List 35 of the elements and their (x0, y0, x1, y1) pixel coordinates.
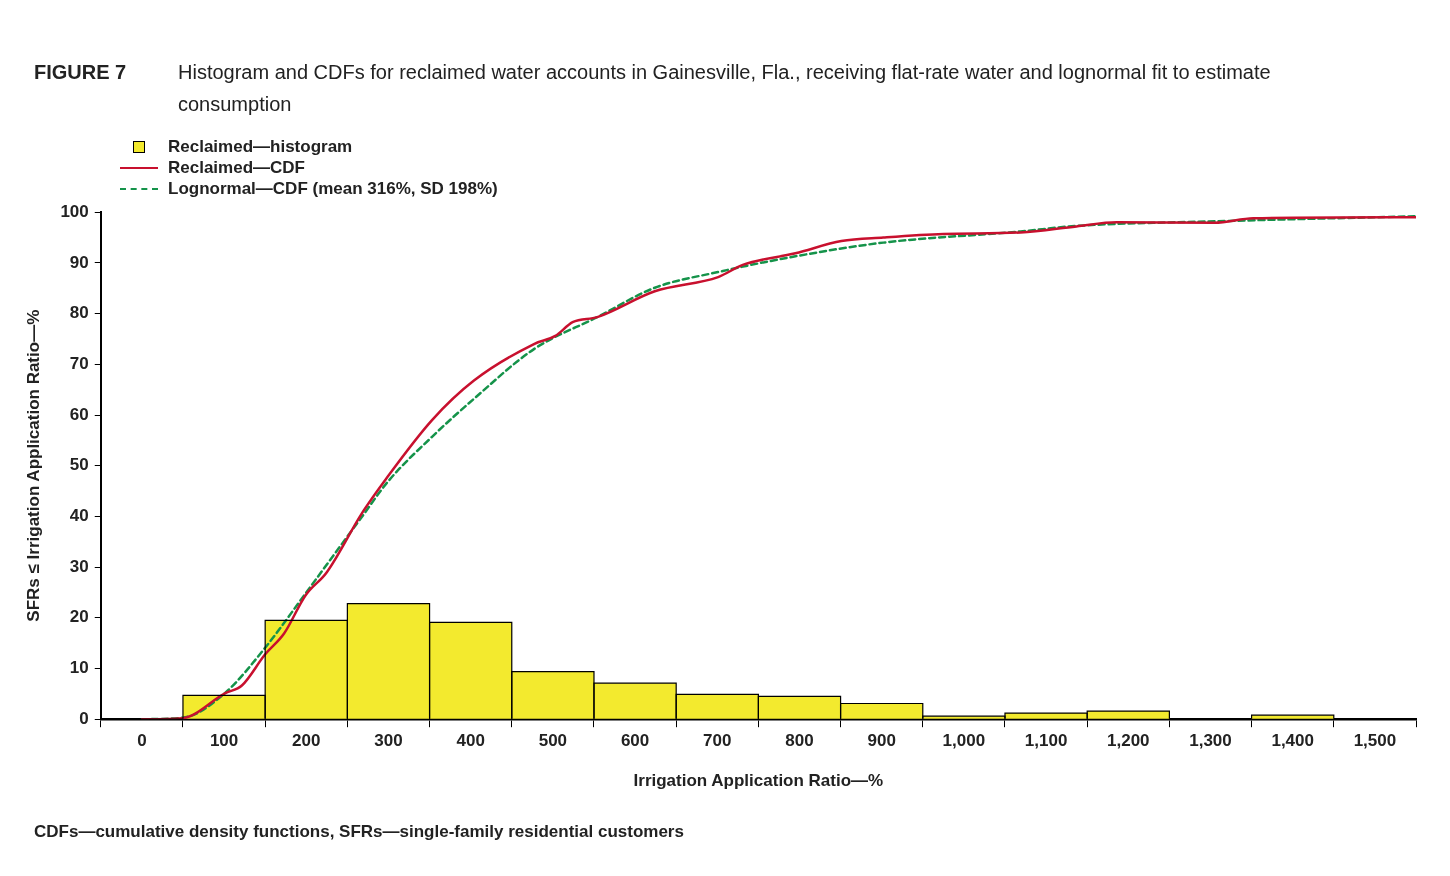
y-tick-label: 90 (69, 252, 89, 272)
x-tick-label: 1,100 (1024, 731, 1068, 751)
x-tick-label: 800 (785, 731, 814, 751)
x-tick-label: 1,300 (1189, 731, 1232, 751)
x-tick-label: 1,400 (1271, 731, 1314, 751)
x-tick-label: 700 (703, 731, 732, 751)
y-tick-label: 100 (60, 201, 89, 221)
legend-label: Lognormal—CDF (mean 316%, SD 198%) (168, 178, 498, 199)
legend-label: Reclaimed—CDF (168, 157, 305, 178)
legend-label: Reclaimed—histogram (168, 136, 353, 157)
x-tick-label: 200 (292, 731, 321, 751)
x-tick-label: 500 (538, 731, 568, 751)
x-tick-label: 100 (209, 731, 239, 751)
y-tick-label: 50 (69, 455, 89, 475)
y-tick-label: 60 (69, 404, 89, 424)
y-tick-label: 80 (69, 303, 89, 323)
x-tick-label: 900 (867, 731, 896, 751)
y-tick-label: 0 (79, 708, 89, 728)
chart-subtitle: Histogram and CDFs for reclaimed water accounts in Gainesville, Fla., receiving flat-rate water and lognormal fit to estimate consumption (178, 60, 1272, 117)
y-tick-label: 10 (69, 658, 89, 678)
x-tick-label: 1,000 (942, 731, 986, 751)
chart-title: FIGURE 7 (34, 60, 128, 85)
y-tick-label: 70 (69, 353, 89, 373)
y-tick-label: 30 (69, 556, 89, 576)
x-tick-label: 600 (620, 731, 650, 751)
y-axis-title: SFRs ≤ Irrigation Application Ratio—% (23, 309, 43, 622)
y-tick-label: 20 (69, 607, 89, 627)
x-tick-label: 1,200 (1107, 731, 1150, 751)
x-tick-label: 300 (374, 731, 403, 751)
x-axis-title: Irrigation Application Ratio—% (633, 771, 884, 791)
x-tick-label: 1,500 (1353, 731, 1397, 751)
x-tick-label: 400 (456, 731, 485, 751)
y-tick-label: 40 (69, 506, 89, 526)
x-tick-label: 0 (137, 731, 147, 751)
text: CDFs—cumulative density functions, SFRs—single-family residential customers (34, 822, 684, 842)
